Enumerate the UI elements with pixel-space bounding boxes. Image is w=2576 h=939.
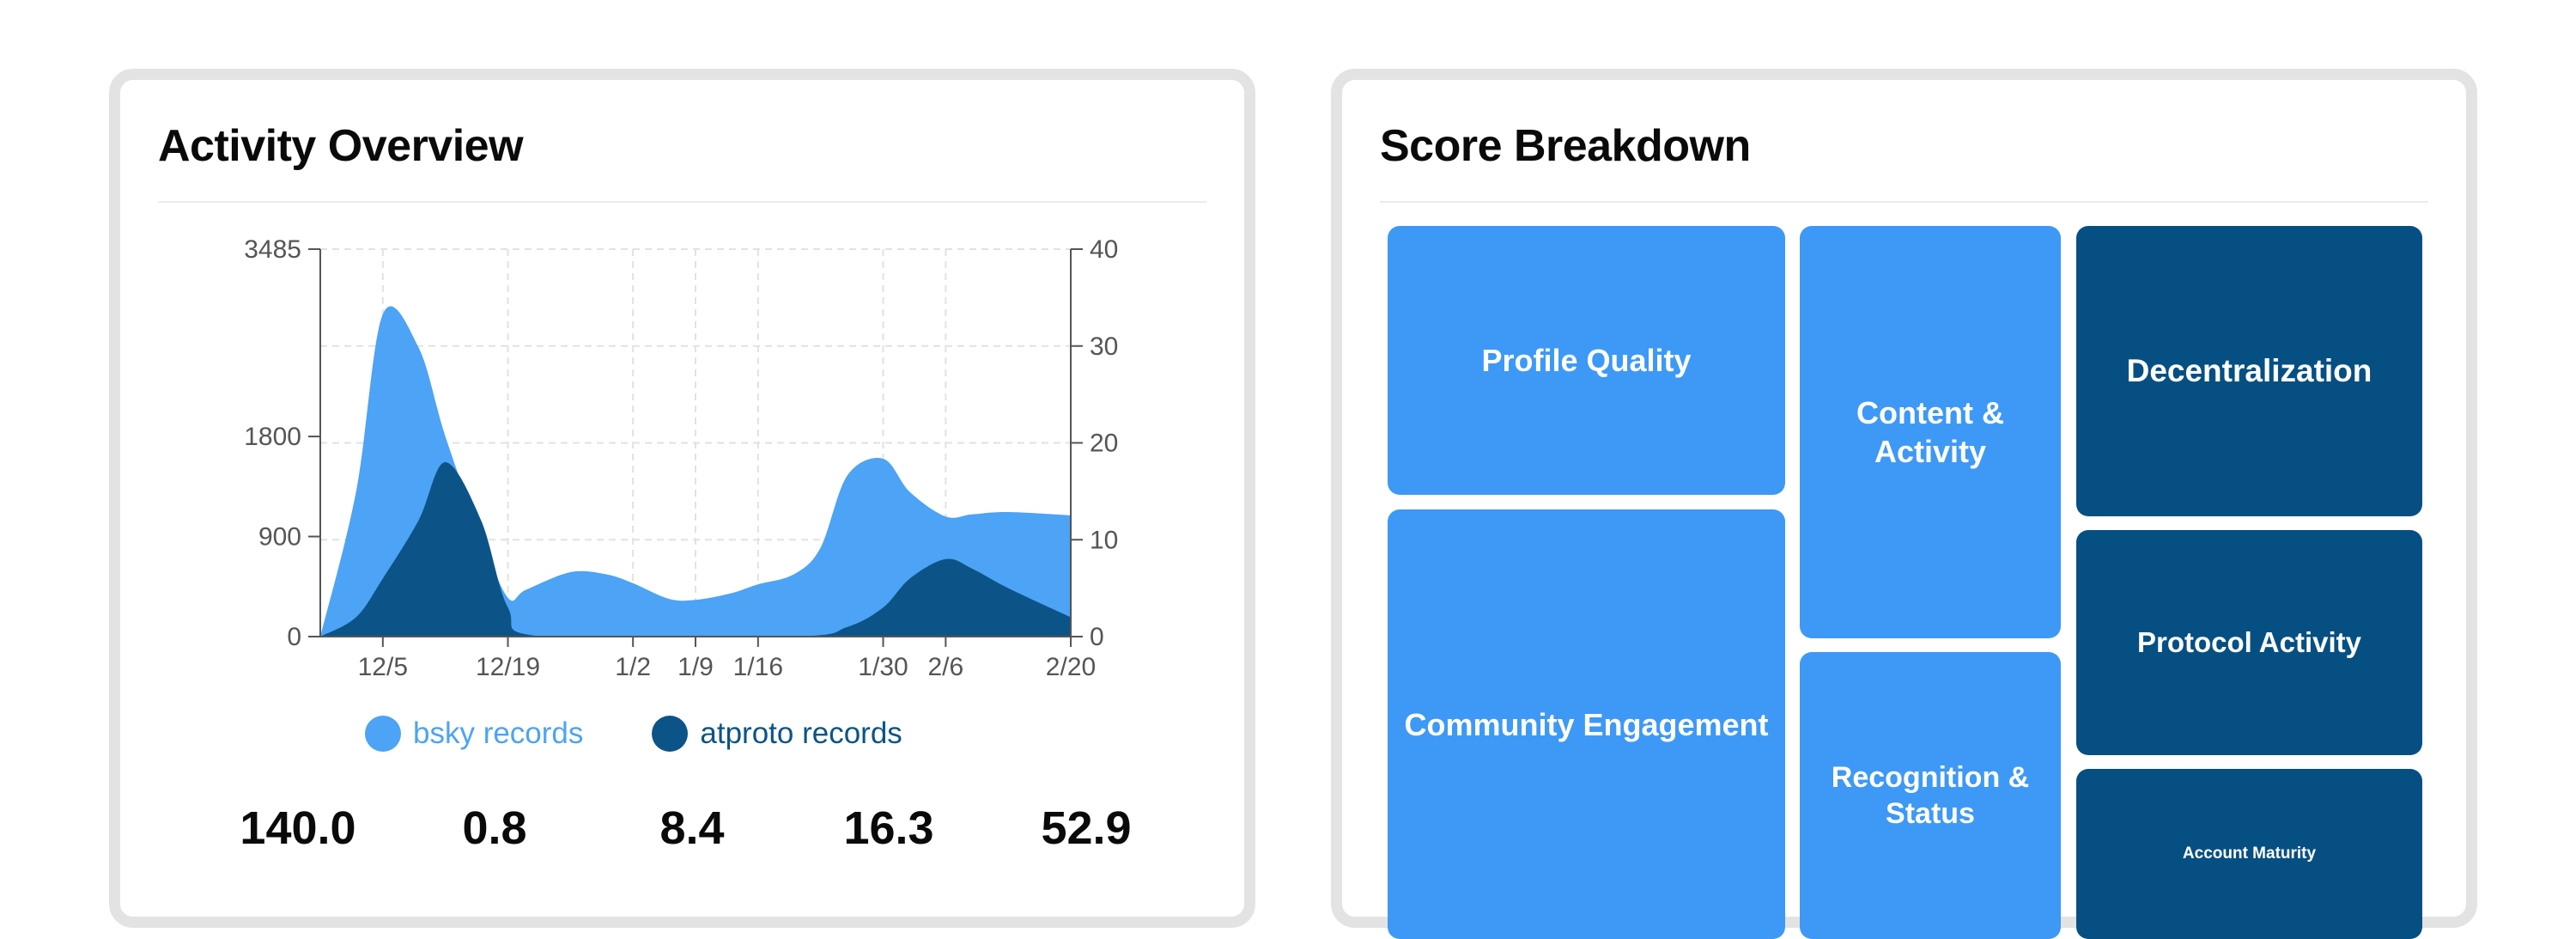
- stat-value: 16.3: [843, 802, 934, 854]
- activity-overview-card: Activity Overview 0 900 1800 3485 0 10 20 30 40 1…: [109, 69, 1255, 928]
- title-divider: [1380, 201, 2428, 203]
- y-left-tick-label: 0: [287, 623, 301, 651]
- score-breakdown-card: Score Breakdown Profile Quality Communit…: [1331, 69, 2477, 939]
- x-tick-label: 2/20: [1046, 653, 1096, 681]
- activity-chart: 0 900 1800 3485 0 10 20 30 40 12/5 12/19 1/2 1/9 1/16…: [244, 235, 1118, 681]
- y-right-tick-label: 40: [1090, 235, 1118, 264]
- title-divider: [158, 201, 1206, 203]
- tile-decentralization[interactable]: Decentralization: [2076, 226, 2422, 516]
- x-tick-label: 12/19: [476, 653, 540, 681]
- legend-swatch-bsky: [365, 716, 401, 752]
- activity-overview-title: Activity Overview: [158, 121, 524, 171]
- legend-swatch-atproto: [652, 716, 689, 752]
- x-tick-label: 1/30: [858, 653, 908, 681]
- y-right-tick-label: 30: [1090, 332, 1118, 361]
- stat-value: 0.8: [462, 802, 527, 854]
- x-tick-label: 1/2: [615, 653, 651, 681]
- x-tick-label: 1/9: [677, 653, 714, 681]
- y-right-tick-label: 20: [1090, 430, 1118, 458]
- x-tick-label: 2/6: [927, 653, 963, 681]
- tile-protocol-activity[interactable]: Protocol Activity: [2076, 530, 2422, 755]
- chart-legend: bsky records atproto records: [365, 716, 902, 752]
- atproto-records-area: [320, 462, 1071, 637]
- x-tick-label: 12/5: [358, 653, 408, 681]
- y-left-tick-label: 900: [258, 523, 301, 552]
- legend-label-bsky: bsky records: [413, 716, 584, 750]
- tile-recognition-status[interactable]: Recognition & Status: [1800, 652, 2061, 939]
- legend-item-atproto[interactable]: atproto records: [652, 716, 902, 752]
- tile-profile-quality[interactable]: Profile Quality: [1388, 226, 1785, 495]
- legend-item-bsky[interactable]: bsky records: [365, 716, 583, 752]
- score-breakdown-title: Score Breakdown: [1380, 121, 1751, 171]
- stat-value: 140.0: [240, 802, 356, 854]
- tile-community-engagement[interactable]: Community Engagement: [1388, 509, 1785, 939]
- stats-row: 140.0 0.8 8.4 16.3 52.9: [120, 802, 1244, 905]
- bsky-records-area: [320, 306, 1071, 637]
- tile-account-maturity[interactable]: Account Maturity: [2076, 769, 2422, 939]
- stat-value: 52.9: [1041, 802, 1132, 854]
- tile-content-activity[interactable]: Content & Activity: [1800, 226, 2061, 638]
- y-left-tick-label: 3485: [244, 235, 301, 264]
- legend-label-atproto: atproto records: [700, 716, 902, 750]
- y-left-tick-label: 1800: [244, 423, 301, 451]
- y-right-tick-label: 10: [1090, 526, 1118, 554]
- x-tick-label: 1/16: [733, 653, 783, 681]
- stat-value: 8.4: [659, 802, 725, 854]
- y-right-tick-label: 0: [1090, 623, 1104, 651]
